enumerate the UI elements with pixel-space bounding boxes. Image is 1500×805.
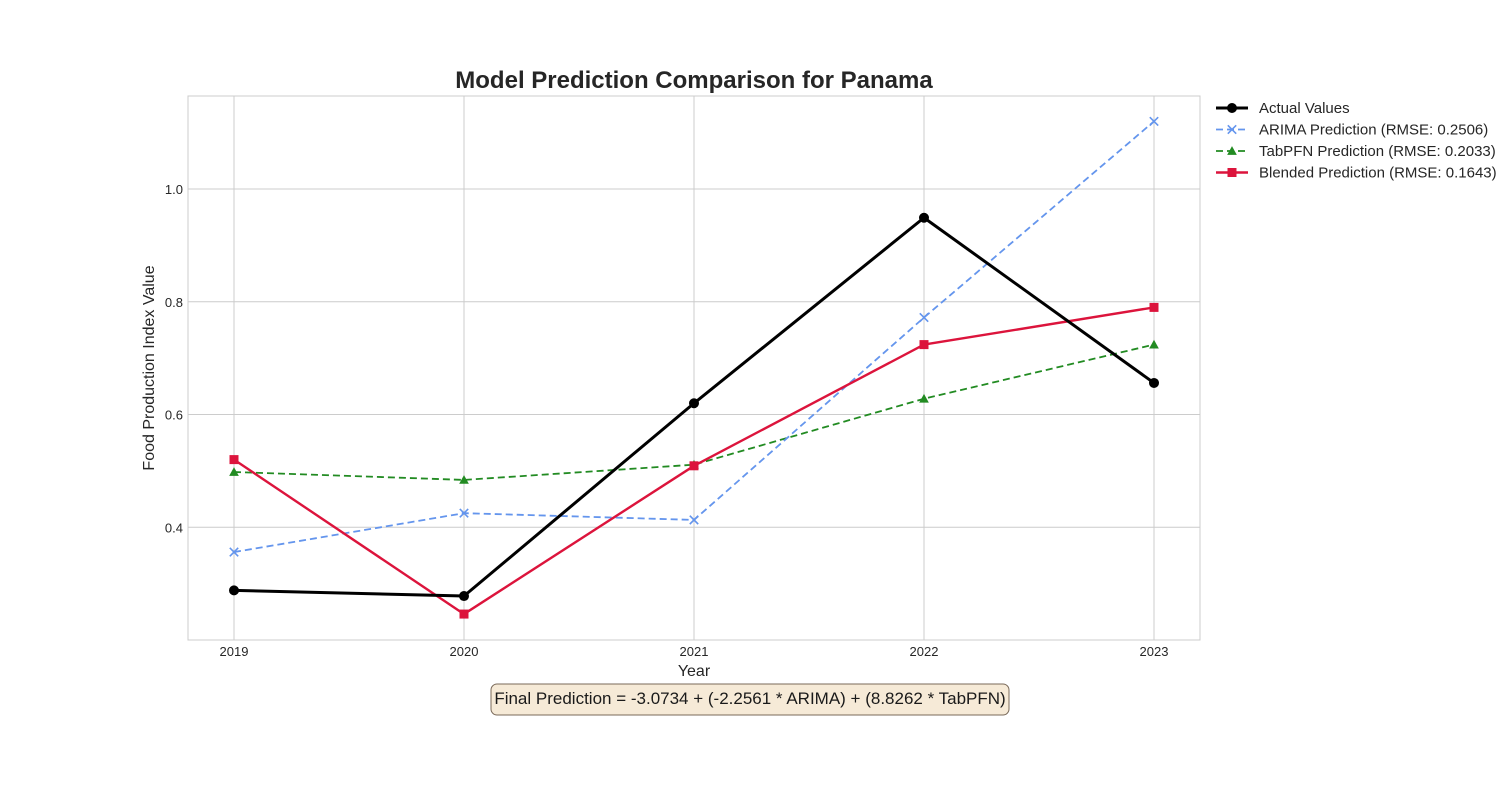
grid [188,96,1200,640]
legend-label: ARIMA Prediction (RMSE: 0.2506) [1259,122,1488,139]
data-point-circle [919,212,929,223]
data-point-square [919,340,929,350]
data-point-x [1227,124,1237,135]
series-3 [229,302,1159,619]
data-point-x [459,508,469,518]
data-point-circle [229,585,239,596]
data-point-circle [1149,377,1159,388]
x-tick-label: 2022 [910,644,939,659]
series-0 [229,212,1159,602]
y-tick-labels: 0.4 0.6 0.8 1.0 [165,182,183,535]
data-point-square [459,609,469,619]
data-point-circle [459,591,469,602]
y-axis-label: Food Production Index Value [141,265,158,470]
data-point-square [229,455,239,465]
data-point-x [229,547,239,557]
data-point-triangle [1149,339,1159,349]
y-tick-label: 0.4 [165,520,183,535]
legend-item: Blended Prediction (RMSE: 0.1643) [1216,165,1497,182]
data-point-circle [689,398,699,409]
legend-item: Actual Values [1216,100,1350,117]
x-tick-label: 2021 [680,644,709,659]
data-point-x [1149,116,1159,127]
series-1 [229,116,1159,557]
legend-label: TabPFN Prediction (RMSE: 0.2033) [1259,143,1496,160]
data-point-x [919,312,929,323]
data-point-triangle [919,393,929,403]
legend-item: TabPFN Prediction (RMSE: 0.2033) [1216,143,1496,160]
formula-text: Final Prediction = -3.0734 + (-2.2561 * … [494,689,1005,708]
y-tick-label: 1.0 [165,182,183,197]
data-point-triangle [1227,146,1237,155]
plot-frame [187,95,1201,641]
chart-title: Model Prediction Comparison for Panama [455,67,933,94]
data-point-triangle [229,467,239,476]
x-tick-labels: 2019 2020 2021 2022 2023 [220,644,1169,659]
x-tick-label: 2019 [220,644,249,659]
data-point-square [1227,168,1237,177]
y-tick-label: 0.6 [165,408,183,423]
series-layer [229,116,1159,619]
data-point-x [689,515,699,525]
x-tick-label: 2020 [450,644,479,659]
data-point-square [689,461,699,471]
legend-item: ARIMA Prediction (RMSE: 0.2506) [1216,122,1488,139]
data-point-circle [1227,103,1237,113]
formula-box [490,683,1010,716]
x-axis-label: Year [678,663,711,680]
legend-label: Blended Prediction (RMSE: 0.1643) [1259,165,1497,182]
x-tick-label: 2023 [1140,644,1169,659]
data-point-triangle [459,475,469,484]
y-tick-label: 0.8 [165,295,183,310]
data-point-square [1149,302,1159,312]
formula-annotation: Final Prediction = -3.0734 + (-2.2561 * … [490,683,1010,716]
legend-label: Actual Values [1259,100,1350,117]
legend: Actual Values ARIMA Prediction (RMSE: 0.2… [1216,100,1497,182]
